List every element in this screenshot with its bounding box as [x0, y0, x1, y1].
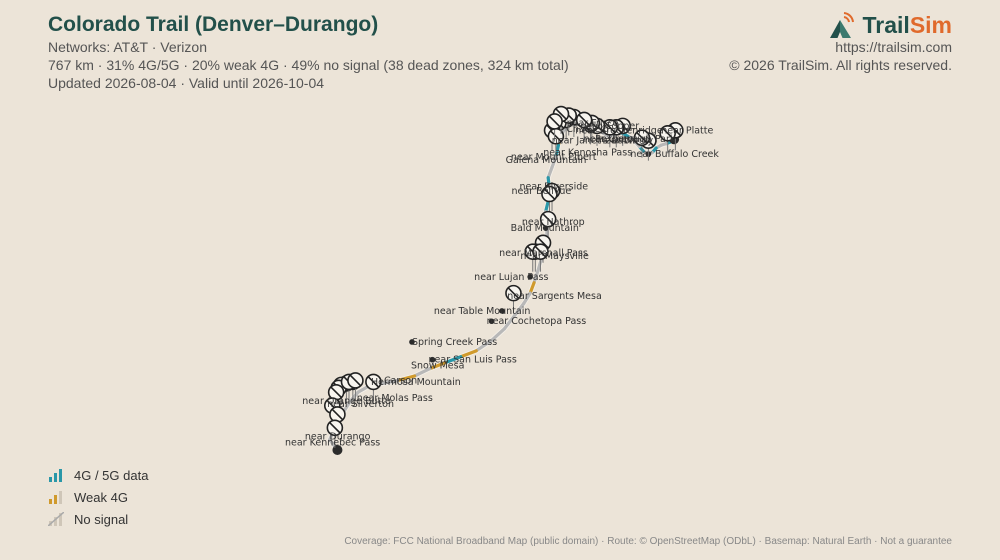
waypoint-dot[interactable] — [527, 274, 533, 280]
place-label: near Windy — [599, 136, 653, 147]
place-label: Bald Mountain — [511, 223, 579, 234]
place-label: near Uneva — [584, 134, 639, 145]
legend-item-weak: Weak 4G — [48, 486, 148, 508]
place-label: near Table Mountain — [434, 306, 530, 317]
place-label: near Orange Butte — [302, 396, 391, 407]
dead-zone-icon[interactable] — [326, 419, 344, 448]
route-segment-none[interactable] — [474, 338, 494, 353]
place-label: near Sargents Mesa — [507, 291, 602, 302]
waypoint-dot[interactable] — [409, 339, 415, 345]
place-label: near Breckenridge — [575, 125, 663, 136]
place-label: near Frisco — [567, 118, 619, 129]
route-segment-weak[interactable] — [528, 281, 536, 295]
place-label: near San Luis Pass — [429, 355, 517, 366]
place-label: near Durango — [305, 432, 371, 443]
dead-zone-icon[interactable] — [505, 284, 522, 314]
signal-bars-strong-icon — [49, 469, 62, 482]
route-segment-weak[interactable] — [459, 349, 478, 359]
dead-zone-icon[interactable] — [541, 185, 558, 214]
logo-word-sim: Sim — [909, 11, 952, 38]
legend-item-strong: 4G / 5G data — [48, 464, 148, 486]
place-label: near Buffalo Creek — [630, 149, 719, 160]
place-label: near Silverton — [327, 399, 394, 410]
dead-zone-icon[interactable] — [347, 372, 364, 401]
place-label: Snow Mesa — [411, 361, 464, 372]
place-label: Hermosa Mountain — [371, 377, 461, 388]
stats-line: 767 km · 31% 4G/5G · 20% weak 4G · 49% n… — [48, 57, 569, 73]
route-segment-weak[interactable] — [428, 361, 447, 371]
signal-bars-weak-icon — [49, 491, 62, 504]
map-title: Colorado Trail (Denver–Durango) — [48, 13, 379, 36]
dead-zone-layer — [323, 105, 684, 448]
route-segment-strong[interactable] — [543, 199, 550, 214]
dead-zone-icon[interactable] — [546, 113, 563, 142]
legend-label-none: No signal — [74, 511, 129, 527]
place-label: Galena Mountain — [506, 155, 587, 166]
networks-line: Networks: AT&T · Verizon — [48, 39, 207, 55]
place-label: near Mount Elbert — [511, 152, 597, 163]
copyright-text: © 2026 TrailSim. All rights reserved. — [729, 57, 952, 73]
route-segment-none[interactable] — [502, 313, 517, 331]
dead-zone-icon[interactable] — [575, 111, 593, 140]
route-segment-weak[interactable] — [396, 374, 417, 383]
waypoint-dot[interactable] — [499, 308, 505, 314]
place-label: near Kenosha Pass — [543, 148, 632, 159]
waypoint-dot[interactable] — [429, 356, 436, 363]
logo-word-trail: Trail — [862, 11, 910, 38]
place-label: Spring Creek Pass — [412, 337, 497, 348]
no-signal-icon — [48, 512, 64, 526]
place-label: near Copper — [580, 121, 639, 132]
legend-label-weak: Weak 4G — [74, 489, 128, 505]
place-label: near Lujan Pass — [474, 272, 548, 283]
route-segment-none[interactable] — [532, 269, 540, 285]
brand-url-link[interactable]: https://trailsim.com — [835, 39, 952, 55]
attribution-footer: Coverage: FCC National Broadband Map (pu… — [344, 536, 952, 547]
place-label: near Cochetopa Pass — [487, 316, 587, 327]
signal-legend: 4G / 5G data Weak 4G No signal — [48, 464, 148, 530]
brand-block: TrailSim https://trailsim.com © 2026 Tra… — [729, 12, 952, 74]
place-label: near Nathrop — [522, 217, 585, 228]
place-label: Roxborough Park — [595, 134, 676, 145]
route-segment-none[interactable] — [546, 165, 554, 180]
place-label: Chatfield — [566, 124, 609, 135]
route-segment-none[interactable] — [356, 384, 370, 394]
place-label: Carson — [384, 375, 417, 386]
route-segment-none[interactable] — [513, 301, 526, 317]
logo-wordmark: TrailSim — [863, 12, 953, 39]
place-label: near Platte — [661, 125, 713, 136]
place-label: near Molas Pass — [357, 393, 433, 404]
route-segment-strong[interactable] — [443, 355, 463, 365]
place-label: near Janet's Cabin — [552, 136, 639, 147]
tent-signal-icon — [829, 12, 854, 38]
dead-zone-icon[interactable] — [539, 210, 557, 240]
place-label: near Bellvue — [511, 186, 571, 197]
place-label: near Riverside — [519, 182, 588, 193]
dead-zone-icon[interactable] — [547, 127, 565, 157]
route-segment-none[interactable] — [342, 399, 352, 414]
legend-label-strong: 4G / 5G data — [74, 467, 149, 483]
route-segment-none[interactable] — [522, 291, 532, 306]
map-header: Colorado Trail (Denver–Durango) Networks… — [48, 12, 569, 92]
legend-item-none: No signal — [48, 508, 148, 530]
dead-zone-icon[interactable] — [601, 119, 619, 148]
updated-line: Updated 2026-08-04 · Valid until 2026-10… — [48, 75, 325, 91]
route-segment-none[interactable] — [550, 155, 558, 169]
dead-zone-icon[interactable] — [633, 129, 651, 158]
route-segment-none[interactable] — [412, 367, 432, 378]
place-label: near Maysville — [520, 251, 589, 262]
trailsim-logo[interactable]: TrailSim — [729, 12, 952, 38]
dead-zone-icon[interactable] — [659, 124, 676, 154]
route-segment-none[interactable] — [348, 390, 360, 403]
waypoint-dot[interactable] — [488, 318, 495, 325]
place-label: near Kennebec Pass — [285, 438, 380, 449]
place-label: near Marshall Pass — [499, 248, 588, 259]
route-segment-none[interactable] — [490, 327, 507, 343]
dead-zone-icon[interactable] — [532, 243, 549, 272]
route-segment-none[interactable] — [380, 378, 400, 385]
dead-zone-icon[interactable] — [365, 373, 382, 402]
